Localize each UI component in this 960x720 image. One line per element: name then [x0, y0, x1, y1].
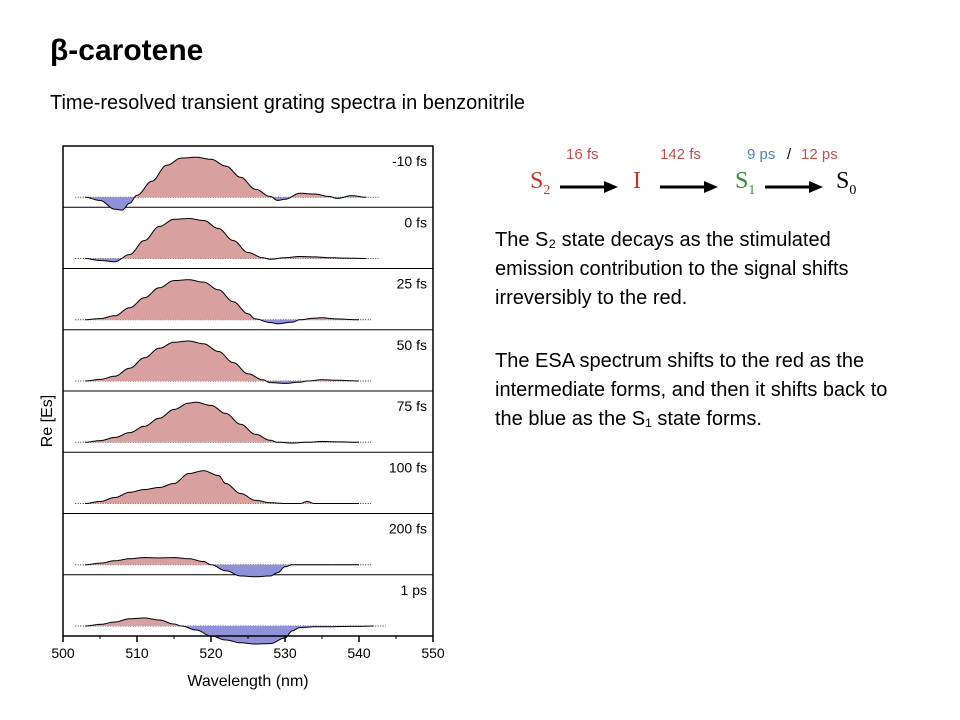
- rate-separator: /: [787, 146, 792, 163]
- species-s0: S0: [836, 168, 857, 198]
- series-label: 0 fs: [404, 214, 427, 230]
- kinetic-scheme: 16 fs 142 fs 9 ps / 12 ps S2 I S1 S0: [520, 140, 920, 210]
- rate-s2-to-i: 16 fs: [566, 146, 599, 163]
- x-tick-label: 500: [51, 645, 75, 661]
- paragraph-esa-shift: The ESA spectrum shifts to the red as th…: [495, 350, 888, 430]
- series-negative-area: [85, 564, 359, 577]
- series-label: 50 fs: [397, 337, 427, 353]
- rate-i-to-s1: 142 fs: [660, 146, 701, 163]
- series-label: -10 fs: [392, 153, 427, 169]
- rate-s1-to-s0-a: 9 ps: [747, 146, 776, 163]
- series-negative-area: [85, 626, 374, 644]
- page-title: β-carotene: [50, 34, 204, 67]
- series-positive-area: [85, 157, 367, 198]
- series-positive-area: [85, 557, 359, 565]
- series-label: 25 fs: [397, 276, 427, 292]
- series-label: 1 ps: [401, 582, 427, 598]
- transient-grating-chart: -10 fs 0 fs 25 fs 50 fs 75 fs 100 fs 200 fs 1 p…: [39, 145, 445, 690]
- arrow-right-icon: [660, 181, 718, 193]
- series-label: 100 fs: [389, 459, 427, 475]
- y-axis-label: Re [Es]: [39, 395, 56, 447]
- series-negative-area: [85, 319, 359, 324]
- series-positive-area: [85, 402, 359, 443]
- series-line: [85, 279, 360, 325]
- series-positive-area: [85, 218, 367, 259]
- x-tick-label: 520: [199, 645, 223, 661]
- rate-s1-to-s0-b: 12 ps: [801, 146, 838, 163]
- x-tick-label: 530: [273, 645, 297, 661]
- series-line: [85, 340, 359, 384]
- x-tick-label: 510: [125, 645, 149, 661]
- series-positive-area: [85, 470, 359, 504]
- x-tick-label: 550: [421, 645, 445, 661]
- page-subtitle: Time-resolved transient grating spectra …: [50, 92, 526, 114]
- series-positive-area: [85, 341, 359, 381]
- arrow-right-icon: [560, 181, 618, 193]
- series-line: [85, 156, 367, 211]
- series-line: [85, 401, 360, 444]
- species-s2: S2: [530, 168, 551, 198]
- series-line: [85, 218, 367, 263]
- paragraph-s2-decay: The S₂ state decays as the stimulated em…: [495, 229, 849, 309]
- x-axis-label: Wavelength (nm): [187, 673, 308, 690]
- series-line: [85, 556, 359, 578]
- series-label: 75 fs: [397, 398, 427, 414]
- arrow-right-icon: [765, 181, 823, 193]
- series-line: [85, 470, 359, 504]
- series-positive-area: [85, 279, 359, 320]
- series-negative-area: [85, 197, 367, 211]
- series-label: 200 fs: [389, 521, 427, 537]
- species-s1: S1: [735, 168, 756, 198]
- species-i: I: [633, 168, 641, 194]
- series-line: [85, 617, 374, 645]
- x-tick-label: 540: [347, 645, 371, 661]
